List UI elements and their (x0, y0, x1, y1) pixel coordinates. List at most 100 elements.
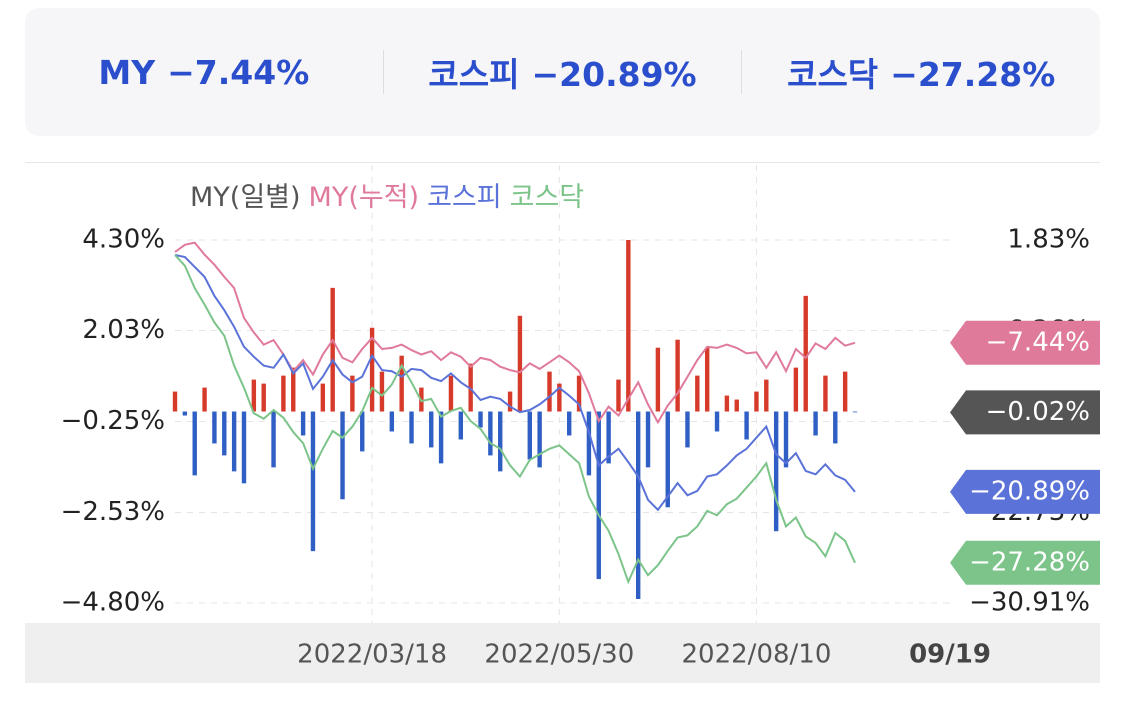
bar (557, 383, 562, 412)
bar (783, 411, 789, 468)
bar (852, 411, 858, 413)
bar (320, 383, 326, 412)
bar (616, 379, 621, 412)
bar (734, 399, 739, 412)
legend-item: 코스피 (427, 182, 502, 213)
bar (645, 411, 651, 468)
bar (300, 411, 306, 436)
summary-name: MY (98, 52, 156, 92)
bar (251, 379, 257, 412)
summary-name: 코스피 (428, 55, 520, 94)
y-tick-label: 4.30% (82, 225, 165, 255)
end-tag (950, 469, 1100, 514)
series-line (174, 254, 856, 512)
bar (340, 411, 345, 500)
bar (468, 363, 473, 412)
bar (813, 411, 818, 436)
bar (261, 383, 266, 412)
y-tick-label: −4.80% (61, 588, 165, 618)
bar (448, 375, 454, 412)
summary-name: 코스닥 (787, 55, 879, 94)
bar (714, 411, 720, 432)
bar (793, 367, 799, 412)
end-tag-label: −0.02% (986, 397, 1090, 427)
summary-value: −20.89% (531, 55, 697, 94)
bar (488, 411, 493, 456)
bar (360, 411, 365, 452)
y2-tick-label: −30.91% (969, 588, 1090, 618)
bar (507, 391, 513, 412)
summary-card: MY −7.44% 코스피 −20.89% 코스닥 −27.28% (25, 8, 1100, 136)
bar (537, 411, 542, 468)
x-tick-label: 2022/03/18 (297, 640, 447, 670)
bar (606, 411, 611, 464)
bar (695, 375, 700, 412)
bar (586, 411, 592, 476)
bar (754, 391, 759, 412)
end-tag (950, 540, 1100, 585)
summary-value: −27.28% (890, 55, 1056, 94)
bar (182, 411, 188, 416)
bar (675, 339, 680, 412)
bar (389, 411, 395, 432)
x-tick-label: 2022/08/10 (682, 640, 832, 670)
bar (803, 295, 808, 412)
end-tag-label: −7.44% (986, 327, 1090, 357)
y-tick-label: 2.03% (82, 315, 165, 345)
end-tag-label: −27.28% (969, 547, 1090, 577)
bar (527, 411, 532, 460)
y2-tick-label: 1.83% (1007, 225, 1090, 255)
bar (764, 379, 769, 412)
bar (547, 371, 552, 412)
bar (665, 411, 670, 508)
summary-item: 코스피 −20.89% (384, 48, 742, 96)
bar (330, 287, 335, 412)
separator (382, 50, 384, 94)
bar (212, 411, 217, 444)
bar (192, 411, 197, 476)
x-tick-label: 2022/05/30 (484, 640, 634, 670)
bar (291, 367, 296, 412)
bar (596, 411, 601, 580)
separator (741, 50, 743, 94)
y-tick-label: −0.25% (61, 406, 165, 436)
legend-item: MY(누적) (309, 182, 420, 213)
summary-value: −7.44% (167, 52, 310, 92)
bar (231, 411, 237, 472)
bar (458, 411, 463, 440)
legend-item: 코스닥 (510, 182, 585, 213)
bar (241, 411, 247, 484)
bar (350, 375, 355, 412)
y-tick-label: −2.53% (61, 497, 165, 527)
bar (685, 411, 690, 448)
bar (281, 375, 286, 412)
bar (576, 375, 582, 412)
legend-item: MY(일별) (190, 182, 301, 213)
bar (478, 411, 483, 428)
bar (823, 375, 828, 412)
summary-item: MY −7.44% (25, 53, 383, 92)
series-line (174, 254, 856, 585)
bar (438, 411, 444, 464)
legend: MY(일별) MY(누적) 코스피 코스닥 (190, 182, 584, 213)
end-tag (950, 390, 1100, 435)
bar (626, 240, 631, 412)
bar (172, 391, 178, 412)
bar (222, 411, 227, 456)
bar (724, 395, 730, 412)
bar (773, 411, 779, 532)
summary-item: 코스닥 −27.28% (742, 48, 1100, 96)
current-date: 09/19 (909, 640, 991, 670)
bar (655, 347, 661, 412)
end-tag (950, 320, 1100, 365)
bar (704, 347, 710, 412)
bar (271, 411, 276, 468)
bar (635, 411, 641, 600)
end-tag-label: −20.89% (969, 476, 1090, 506)
bar (833, 411, 838, 444)
bar (379, 371, 385, 412)
x-axis-band (25, 623, 1100, 683)
bar (202, 387, 207, 412)
